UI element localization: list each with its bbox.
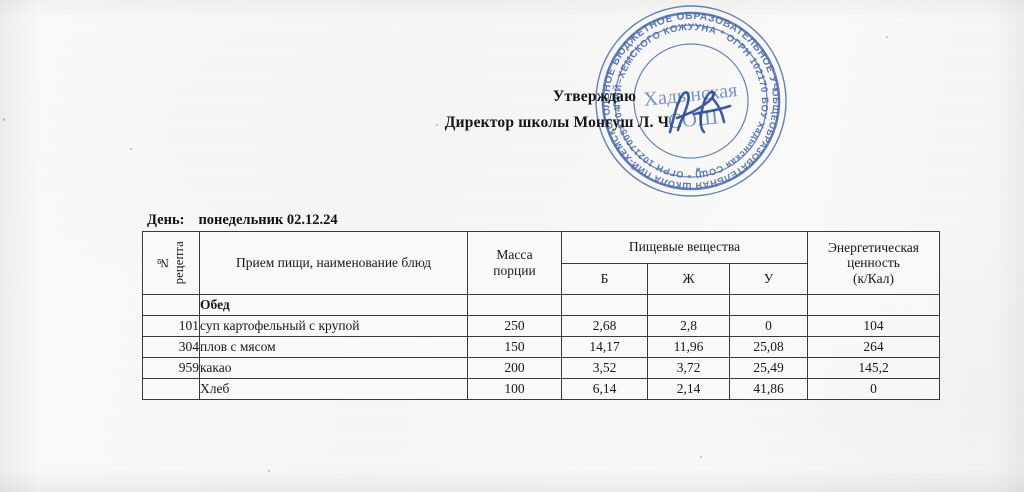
cell-recipe-number: 304: [142, 336, 200, 358]
cell-dish-name: суп картофельный с крупой: [199, 315, 468, 337]
cell-portion-mass: 200: [467, 357, 562, 379]
cell-energy: [807, 294, 940, 316]
cell-carbs: 25,49: [729, 357, 808, 379]
cell-protein: [561, 294, 648, 316]
header-recipe-number-line2: рецепта: [171, 241, 186, 285]
cell-carbs: 0: [729, 315, 808, 337]
cell-dish-name: Обед: [199, 294, 468, 316]
table-header: № рецепта Прием пищи, наименование блюд …: [142, 231, 940, 295]
header-portion-mass: Масса порции: [467, 231, 562, 295]
cell-fat: 2,14: [647, 378, 730, 400]
scan-speck: [886, 36, 888, 38]
table-row: 959 какао 200 3,52 3,72 25,49 145,2: [142, 357, 940, 379]
cell-portion-mass: [467, 294, 562, 316]
header-energy-value: Энергетическая ценность (к/Кал): [807, 231, 940, 295]
table-row: Обед: [142, 294, 940, 316]
day-line: День: понедельник 02.12.24: [147, 212, 338, 229]
header-portion-mass-line1: Масса: [496, 247, 533, 263]
header-carbs: У: [729, 262, 808, 295]
header-nutrients-group: Пищевые вещества: [561, 231, 808, 264]
official-round-stamp: МУНИЦИПАЛЬНОЕ БЮДЖЕТНОЕ ОБРАЗОВАТЕЛЬНОЕ …: [582, 0, 800, 210]
header-fat: Ж: [647, 262, 730, 295]
cell-recipe-number: [142, 294, 200, 316]
scan-speck: [130, 148, 132, 150]
table-body: Обед 101 суп картофельный с крупой 250 2,68 2…: [142, 294, 940, 400]
handwritten-signature: [664, 88, 754, 140]
cell-energy: 0: [807, 378, 940, 400]
cell-protein: 14,17: [561, 336, 648, 358]
cell-portion-mass: 100: [467, 378, 562, 400]
scan-speck: [268, 470, 270, 472]
approval-director-line: Директор школы Монгуш Л. Ч: [444, 114, 670, 131]
table-header-row-1: № рецепта Прием пищи, наименование блюд …: [142, 231, 940, 295]
cell-energy: 264: [807, 336, 940, 358]
cell-fat: [647, 294, 730, 316]
cell-dish-name: какао: [199, 357, 468, 379]
cell-energy: 104: [807, 315, 940, 337]
day-label: День:: [147, 212, 185, 228]
day-value: понедельник 02.12.24: [198, 212, 338, 228]
header-recipe-number-line1: №: [156, 255, 171, 271]
approval-title: Утверждаю: [552, 88, 637, 105]
header-protein: Б: [561, 262, 648, 295]
cell-carbs: [729, 294, 808, 316]
table-row: 304 плов с мясом 150 14,17 11,96 25,08 264: [142, 336, 940, 358]
header-dish-name: Прием пищи, наименование блюд: [199, 231, 468, 295]
cell-recipe-number: [142, 378, 200, 400]
cell-dish-name: Хлеб: [199, 378, 468, 400]
header-portion-mass-line2: порции: [493, 263, 536, 278]
table-header-row-2: Б Ж У: [143, 262, 940, 295]
menu-table: № рецепта Прием пищи, наименование блюд …: [142, 231, 940, 400]
cell-protein: 2,68: [561, 315, 648, 337]
cell-carbs: 25,08: [729, 336, 808, 358]
scan-speck: [700, 456, 702, 458]
cell-fat: 11,96: [647, 336, 730, 358]
cell-energy: 145,2: [807, 357, 940, 379]
header-energy-line3: (к/Кал): [853, 270, 894, 286]
cell-fat: 3,72: [647, 357, 730, 379]
cell-protein: 3,52: [561, 357, 648, 379]
cell-fat: 2,8: [647, 315, 730, 337]
cell-protein: 6,14: [561, 378, 648, 400]
approval-block: Утверждаю Директор школы Монгуш Л. Ч: [0, 88, 1024, 132]
cell-recipe-number: 101: [142, 315, 200, 337]
header-recipe-number: № рецепта: [142, 231, 200, 295]
cell-carbs: 41,86: [729, 378, 808, 400]
cell-recipe-number: 959: [142, 357, 200, 379]
header-energy-line1: Энергетическая: [827, 239, 920, 255]
cell-portion-mass: 250: [467, 315, 562, 337]
table-row: 101 суп картофельный с крупой 250 2,68 2,8 0 1…: [142, 315, 940, 337]
header-energy-line2: ценность: [847, 255, 900, 271]
cell-dish-name: плов с мясом: [199, 336, 468, 358]
cell-portion-mass: 150: [467, 336, 562, 358]
table-row: Хлеб 100 6,14 2,14 41,86 0: [142, 378, 940, 400]
